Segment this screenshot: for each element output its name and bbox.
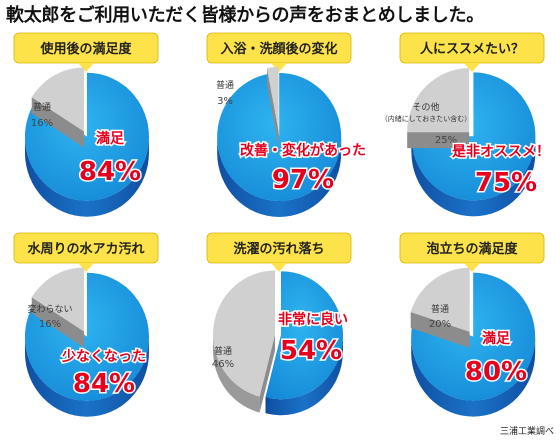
survey-chart-2: 入浴・洗顔後の変化普通 3% 改善・変化があった 97% <box>195 32 368 223</box>
survey-chart-3: 人にススメたい？ その他 （内緒にしておきたい含む） 25% 是非オススメ！ 75% <box>381 32 556 223</box>
survey-chart-4: 水周りの水アカ汚れ変わらない 16% 少なくなった 84% <box>2 232 170 423</box>
other-slice-value: 25% <box>435 135 457 146</box>
main-slice-label: 非常に良い <box>278 311 348 328</box>
other-slice-label: 変わらない <box>27 303 72 315</box>
pie-slice-other <box>407 68 470 149</box>
survey-chart-1: 使用後の満足度普通 16% 満足 84% <box>2 32 170 223</box>
svg-text:洗濯の汚れ落ち: 洗濯の汚れ落ち <box>233 241 324 257</box>
other-slice-value: 16% <box>31 118 53 129</box>
main-slice-value: 84% <box>73 369 135 399</box>
svg-text:入浴・洗顔後の変化: 入浴・洗顔後の変化 <box>220 41 337 57</box>
pie-slice-main <box>265 271 343 416</box>
other-slice-value: 46% <box>212 359 234 370</box>
chart-caption: 人にススメたい？ <box>399 32 545 72</box>
other-slice-sublabel: （内緒にしておきたい含む） <box>381 114 472 123</box>
chart-caption: 使用後の満足度 <box>13 32 159 72</box>
main-slice-value: 80% <box>465 357 527 387</box>
pie-slice-other <box>267 67 279 148</box>
main-slice-value: 84% <box>79 157 141 187</box>
other-slice-label: その他 <box>412 101 439 113</box>
other-slice-label: 普通 <box>214 345 232 357</box>
other-slice-value: 3% <box>217 96 233 107</box>
main-slice-label: 満足 <box>482 330 511 347</box>
page-title: 軟太郎をご利用いただく皆様からの声をおまとめしました。 <box>6 5 484 26</box>
source-note: 三浦工業調べ <box>499 427 554 437</box>
chart-caption: 入浴・洗顔後の変化 <box>206 32 352 72</box>
other-slice-value: 16% <box>39 319 61 330</box>
other-slice-label: 普通 <box>216 79 234 91</box>
pie-slice-other <box>410 267 470 348</box>
svg-text:泡立ちの満足度: 泡立ちの満足度 <box>426 241 518 257</box>
svg-text:人にススメたい？: 人にススメたい？ <box>420 41 524 57</box>
svg-text:水周りの水アカ汚れ: 水周りの水アカ汚れ <box>27 241 144 257</box>
pie-slice-other <box>213 270 276 413</box>
main-slice-label: 改善・変化があった <box>240 142 366 159</box>
chart-caption: 洗濯の汚れ落ち <box>206 232 352 272</box>
main-slice-value: 97% <box>272 165 334 195</box>
other-slice-value: 20% <box>429 319 451 330</box>
survey-chart-5: 洗濯の汚れ落ち普通 46% 非常に良い 54% <box>195 232 363 423</box>
other-slice-label: 普通 <box>33 101 51 113</box>
main-slice-label: 満足 <box>96 130 125 147</box>
main-slice-label: 少なくなった <box>61 348 146 365</box>
chart-caption: 泡立ちの満足度 <box>399 232 545 272</box>
main-slice-label: 是非オススメ！ <box>452 143 550 160</box>
pie-chart-svg: 人にススメたい？ その他（内緒にしておきたい含む） 25%是非オススメ！ 75% <box>381 32 552 217</box>
survey-chart-6: 泡立ちの満足度普通 20% 満足 80% <box>388 232 556 423</box>
main-slice-value: 54% <box>280 336 342 366</box>
main-slice-value: 75% <box>475 168 537 198</box>
chart-caption: 水周りの水アカ汚れ <box>13 232 159 272</box>
svg-text:使用後の満足度: 使用後の満足度 <box>39 41 132 57</box>
pie-slice-other <box>31 67 85 148</box>
pie-slice-other <box>31 267 85 348</box>
other-slice-label: 普通 <box>431 303 449 315</box>
